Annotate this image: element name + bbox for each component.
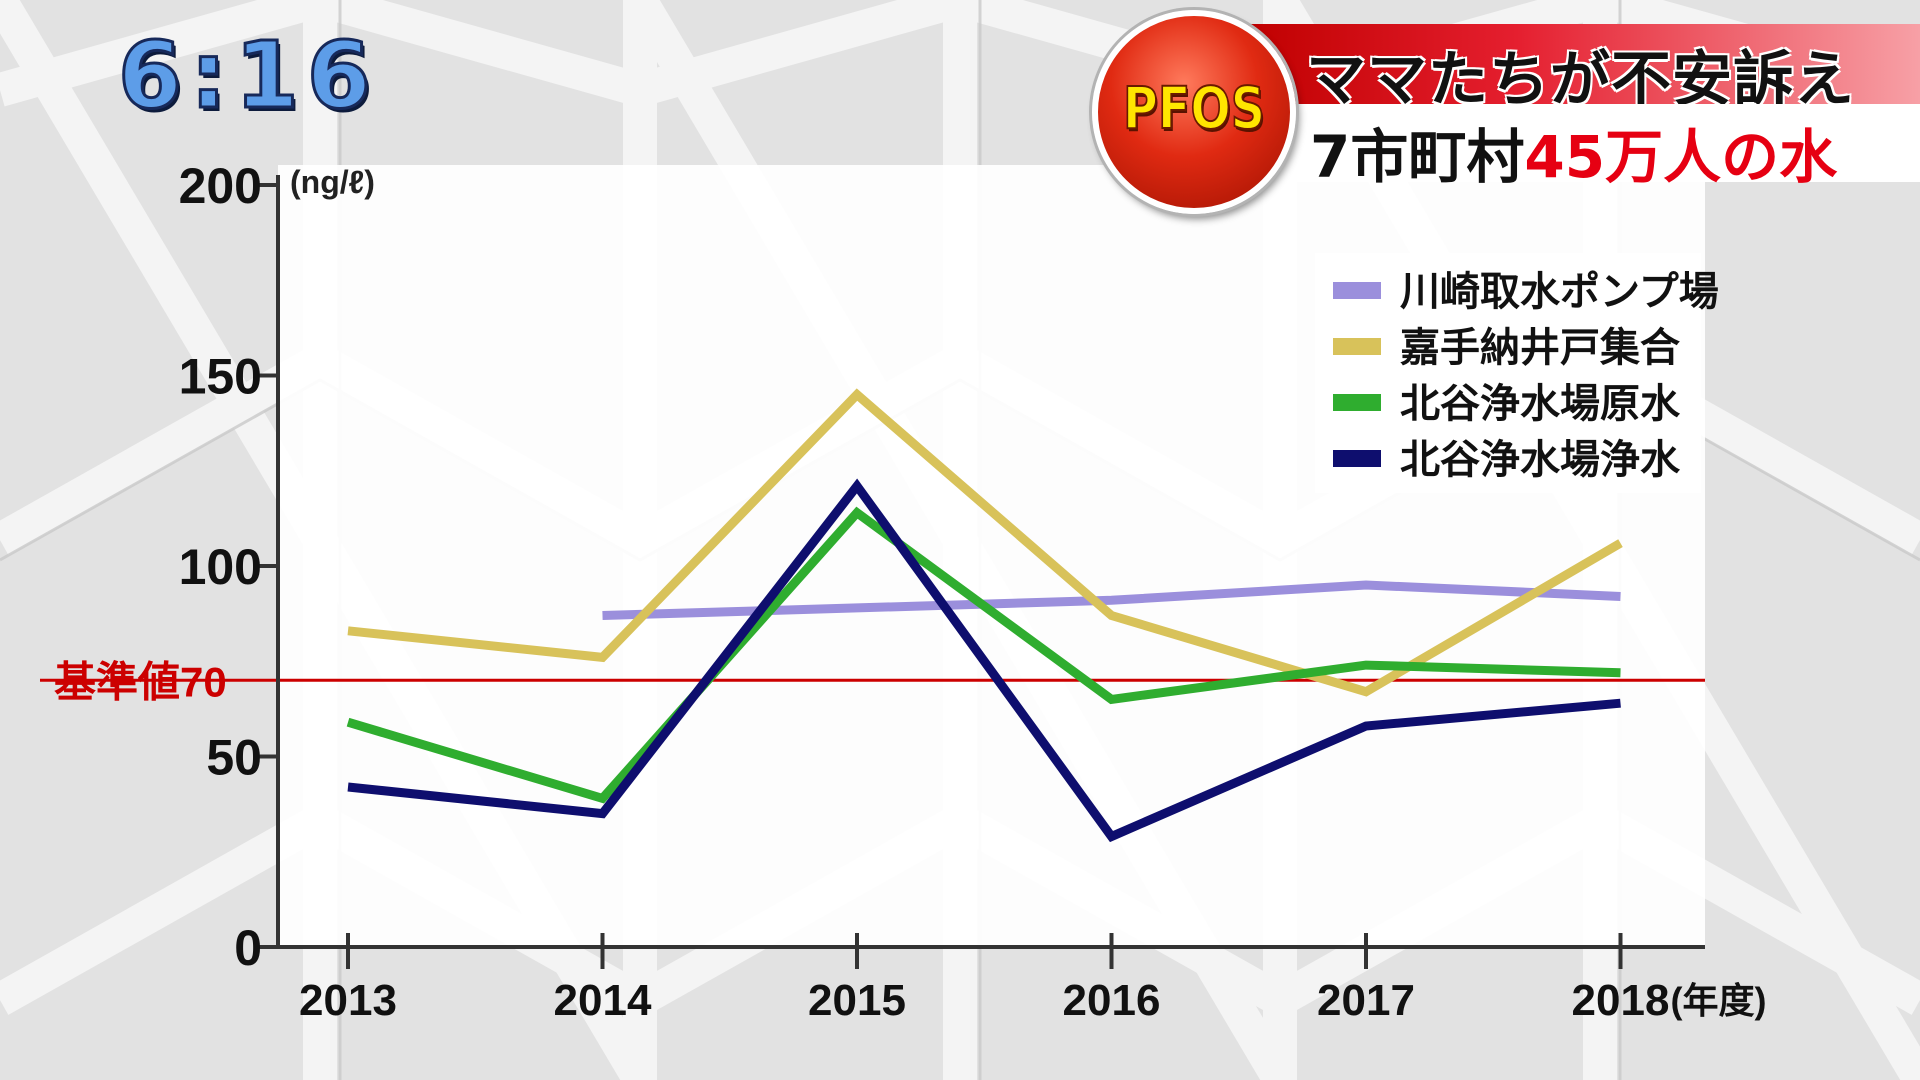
headline-banner-top: ママたちが不安訴え [1248, 24, 1920, 115]
pfos-badge: PFOS [1092, 10, 1296, 214]
legend-swatch [1333, 394, 1381, 411]
y-tick-label: 150 [179, 349, 262, 405]
x-tick-label: 2016 [1063, 976, 1161, 1025]
y-unit-label: (ng/ℓ) [290, 164, 375, 200]
x-unit-label: (年度) [1671, 980, 1767, 1021]
reference-line-label: 基準値70 [54, 658, 227, 705]
pfos-badge-label: PFOS [1122, 73, 1266, 143]
legend-swatch [1333, 338, 1381, 355]
y-tick-label: 50 [206, 730, 262, 786]
x-tick-label: 2015 [808, 976, 906, 1025]
headline-line-1: ママたちが不安訴え [1306, 45, 1855, 115]
x-tick-label: 2018 [1572, 976, 1670, 1025]
clock-time: 6:16 [117, 21, 379, 131]
legend-label: 北谷浄水場浄水 [1400, 438, 1681, 482]
headline-banner-bottom: 7市町村45万人の水 [1248, 104, 1920, 191]
y-tick-label: 100 [179, 539, 262, 595]
x-tick-label: 2017 [1317, 976, 1415, 1025]
y-tick-label: 0 [234, 920, 262, 976]
y-tick-label: 200 [179, 158, 262, 214]
headline-line-2-highlight: 45万人の水 [1524, 123, 1838, 191]
legend-swatch [1333, 450, 1381, 467]
headline-line-2-prefix: 7市町村 [1310, 123, 1525, 191]
legend-label: 嘉手納井戸集合 [1400, 326, 1680, 370]
series-line [346, 506, 1621, 804]
series-line [347, 478, 1621, 843]
legend-label: 北谷浄水場原水 [1400, 382, 1681, 426]
x-tick-label: 2013 [299, 976, 397, 1025]
headline-line-2: 7市町村45万人の水 [1310, 110, 1837, 194]
legend-label: 川崎取水ポンプ場 [1400, 270, 1719, 314]
x-tick-label: 2014 [554, 976, 652, 1025]
legend-swatch [1333, 282, 1381, 299]
